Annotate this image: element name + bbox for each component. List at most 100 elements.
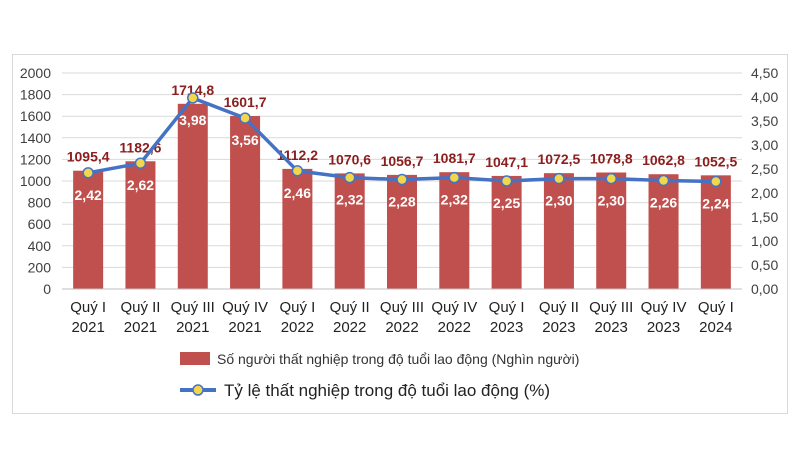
gridlines bbox=[62, 72, 742, 268]
y-right-tick-label: 4,00 bbox=[751, 89, 778, 105]
line-value-label: 3,98 bbox=[179, 112, 206, 128]
bar bbox=[387, 174, 417, 289]
line-value-label: 2,26 bbox=[650, 195, 677, 211]
y-left-tick-label: 1800 bbox=[20, 87, 51, 103]
bar bbox=[230, 116, 261, 289]
y-right-tick-label: 0,50 bbox=[751, 257, 778, 273]
bar-series bbox=[73, 103, 731, 289]
bar bbox=[177, 103, 208, 289]
x-tick-label: Quý I bbox=[279, 299, 315, 316]
bar bbox=[125, 161, 156, 289]
y-left-tick-label: 800 bbox=[28, 195, 52, 211]
x-tick-label-year: 2023 bbox=[595, 319, 628, 336]
y-right-tick-label: 2,50 bbox=[751, 161, 778, 177]
x-tick-label-year: 2024 bbox=[699, 319, 732, 336]
bar-value-label: 1714,8 bbox=[171, 82, 214, 98]
bar bbox=[73, 170, 104, 289]
line-point bbox=[448, 171, 461, 184]
bar-value-label: 1070,6 bbox=[328, 151, 371, 167]
bar bbox=[439, 172, 470, 289]
line-point bbox=[500, 175, 513, 187]
line-value-label: 2,25 bbox=[493, 195, 520, 211]
x-tick-label-year: 2022 bbox=[281, 319, 314, 336]
line-point bbox=[239, 112, 251, 124]
x-tick-label: Quý III bbox=[589, 299, 633, 316]
line-point bbox=[343, 171, 356, 184]
x-tick-label: Quý III bbox=[171, 299, 215, 316]
x-tick-label: Quý I bbox=[70, 299, 106, 316]
bar-value-label: 1062,8 bbox=[642, 152, 685, 168]
x-tick-label: Quý IV bbox=[222, 299, 268, 316]
y-right-tick-label: 2,00 bbox=[751, 185, 778, 201]
line-point bbox=[710, 175, 722, 188]
line-point bbox=[553, 172, 565, 185]
line-value-label: 2,28 bbox=[388, 194, 415, 210]
bar bbox=[543, 173, 574, 289]
line-point bbox=[134, 157, 147, 169]
x-tick-label-year: 2022 bbox=[438, 319, 471, 336]
y-left-tick-label: 1200 bbox=[20, 151, 51, 167]
line-value-label: 3,56 bbox=[231, 132, 258, 148]
y-left-tick-label: 1400 bbox=[20, 130, 51, 146]
legend-line-marker bbox=[192, 384, 204, 396]
y-right-tick-label: 1,50 bbox=[751, 209, 778, 225]
legend-bar-label: Số người thất nghiệp trong độ tuổi lao đ… bbox=[217, 351, 579, 367]
x-tick-label-year: 2022 bbox=[385, 319, 418, 336]
y-left-tick-label: 0 bbox=[43, 281, 51, 297]
bar-value-label: 1078,8 bbox=[590, 150, 633, 166]
x-tick-label-year: 2021 bbox=[228, 319, 261, 336]
y-right-tick-label: 0,00 bbox=[751, 281, 778, 297]
x-tick-label: Quý III bbox=[380, 299, 424, 316]
bar bbox=[334, 173, 365, 289]
line-value-label: 2,30 bbox=[545, 193, 572, 209]
bar bbox=[700, 175, 731, 289]
line-value-label: 2,30 bbox=[598, 193, 625, 209]
x-tick-label: Quý II bbox=[539, 299, 579, 316]
line-value-label: 2,24 bbox=[702, 195, 729, 211]
x-tick-label-year: 2023 bbox=[490, 319, 523, 336]
legend-bar-swatch bbox=[180, 352, 210, 365]
bar-value-label: 1052,5 bbox=[694, 153, 737, 169]
bar bbox=[648, 174, 679, 289]
y-right-tick-label: 1,00 bbox=[751, 233, 778, 249]
bar-value-label: 1601,7 bbox=[224, 94, 267, 110]
x-tick-label-year: 2022 bbox=[333, 319, 366, 336]
y-right-tick-label: 4,50 bbox=[751, 65, 778, 81]
x-tick-label-year: 2021 bbox=[176, 319, 209, 336]
bar bbox=[491, 175, 522, 289]
legend: Số người thất nghiệp trong độ tuổi lao đ… bbox=[180, 351, 579, 400]
x-tick-label-year: 2023 bbox=[647, 319, 680, 336]
bar-value-label: 1047,1 bbox=[485, 154, 528, 170]
x-tick-label: Quý IV bbox=[431, 299, 477, 316]
y-left-tick-label: 1600 bbox=[20, 108, 51, 124]
x-axis: Quý I 2021 Quý II 2021 Quý III 2021 Quý IV 2021… bbox=[62, 288, 742, 336]
y-left-tick-label: 1000 bbox=[20, 173, 51, 189]
y-right-tick-label: 3,50 bbox=[751, 113, 778, 129]
line-value-label: 2,42 bbox=[75, 187, 102, 203]
x-tick-label-year: 2021 bbox=[71, 319, 104, 336]
line-value-label: 2,32 bbox=[336, 192, 363, 208]
y-left-tick-label: 600 bbox=[28, 216, 52, 232]
x-tick-label: Quý I bbox=[698, 299, 734, 316]
x-tick-label: Quý IV bbox=[641, 299, 687, 316]
y-right-tick-label: 3,00 bbox=[751, 137, 778, 153]
line-point bbox=[605, 172, 617, 185]
line-point bbox=[82, 167, 94, 179]
line-series bbox=[82, 92, 722, 188]
x-tick-label: Quý I bbox=[489, 299, 525, 316]
left-axis: 0 200 400 600 800 1000 1200 1400 1600 1800 2000 bbox=[20, 65, 51, 297]
bar-value-label: 1095,4 bbox=[67, 149, 110, 165]
x-tick-label-year: 2021 bbox=[124, 319, 157, 336]
legend-line-label: Tỷ lệ thất nghiệp trong độ tuổi lao động… bbox=[224, 381, 550, 400]
bar-value-label: 1056,7 bbox=[381, 153, 424, 169]
line-point bbox=[291, 165, 304, 177]
line-point bbox=[187, 92, 199, 104]
y-left-tick-label: 2000 bbox=[20, 65, 51, 81]
line-point bbox=[396, 173, 408, 186]
line-value-label: 2,46 bbox=[284, 185, 311, 201]
x-tick-label-year: 2023 bbox=[542, 319, 575, 336]
line-point bbox=[657, 174, 670, 187]
right-axis: 0,00 0,50 1,00 1,50 2,00 2,50 3,00 3,50 4,00 4,50 bbox=[751, 65, 778, 297]
bar-value-label: 1081,7 bbox=[433, 150, 476, 166]
